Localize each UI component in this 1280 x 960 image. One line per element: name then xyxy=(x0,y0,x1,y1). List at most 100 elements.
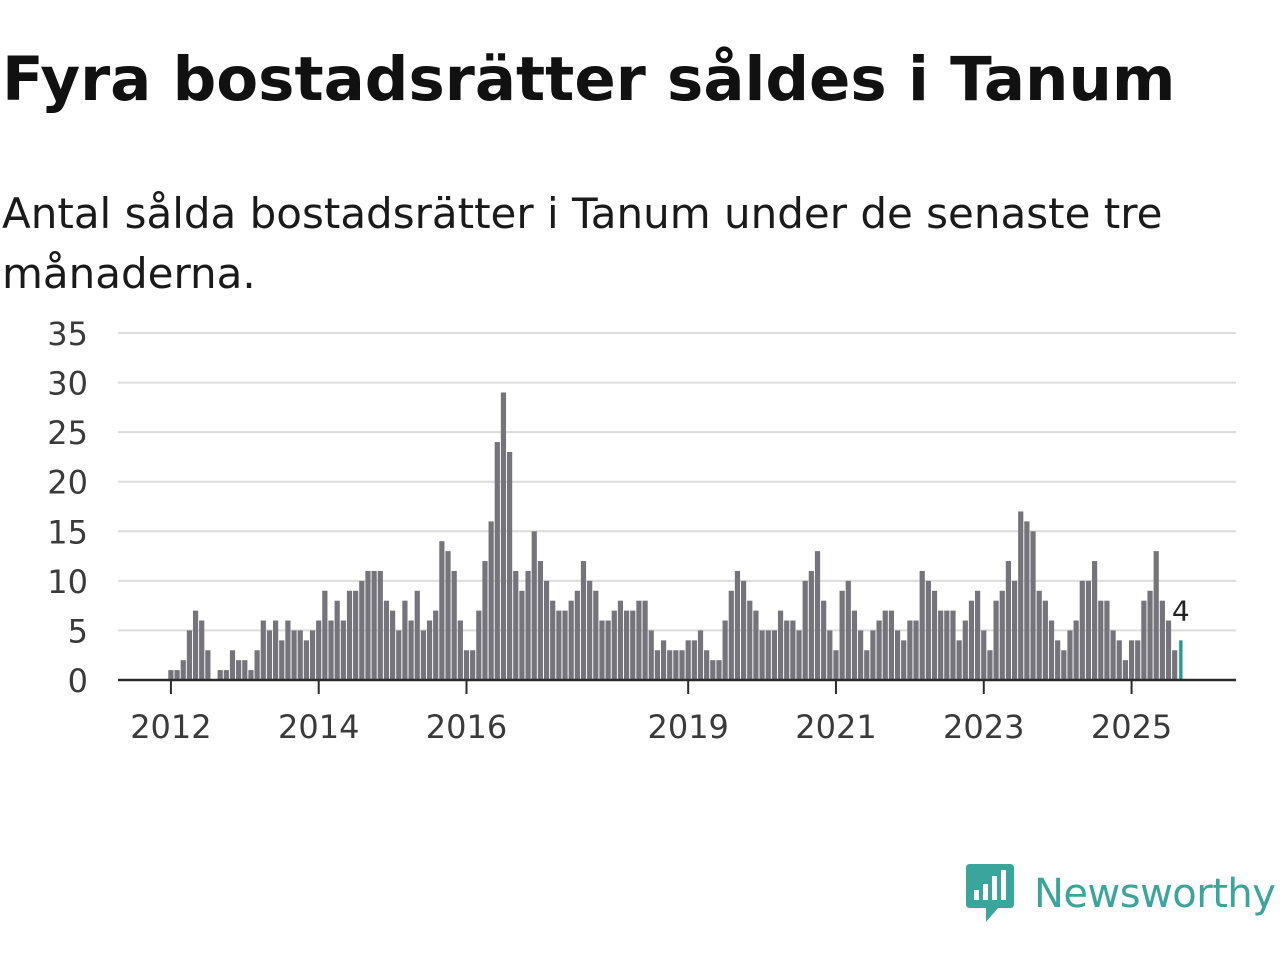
bar xyxy=(580,561,587,680)
bar xyxy=(457,620,463,680)
bar xyxy=(654,650,660,680)
bar xyxy=(808,570,814,680)
bar xyxy=(753,610,759,680)
chart-title: Fyra bostadsrätter såldes i Tanum xyxy=(2,44,1176,115)
bar xyxy=(273,620,279,680)
bar xyxy=(999,590,1005,680)
bar xyxy=(377,570,383,680)
x-tick-label: 2023 xyxy=(943,708,1024,746)
bar xyxy=(956,640,962,680)
bar xyxy=(593,590,599,680)
x-axis xyxy=(118,678,1236,694)
highlight-bar xyxy=(1179,640,1183,680)
bar xyxy=(390,610,396,680)
bar xyxy=(925,580,931,680)
bar xyxy=(827,630,833,680)
bar xyxy=(771,630,777,680)
bar xyxy=(353,590,359,680)
bar xyxy=(704,650,710,680)
bar xyxy=(500,392,507,680)
x-tick-label: 2012 xyxy=(130,708,211,746)
bar xyxy=(938,610,944,680)
bar xyxy=(1147,590,1153,680)
bars xyxy=(168,392,1183,680)
bar xyxy=(716,660,722,680)
bar xyxy=(673,650,679,680)
y-tick-label: 0 xyxy=(68,662,88,700)
bar xyxy=(297,630,303,680)
bar xyxy=(1042,600,1048,680)
bar xyxy=(802,580,808,680)
bar xyxy=(919,570,925,680)
x-tick-label: 2019 xyxy=(647,708,728,746)
bar xyxy=(907,620,913,680)
bar xyxy=(993,600,999,680)
y-tick-label: 20 xyxy=(47,464,88,502)
bar xyxy=(821,600,827,680)
bar xyxy=(402,600,408,680)
y-tick-label: 5 xyxy=(68,612,88,650)
bar xyxy=(1098,600,1104,680)
newsworthy-logo[interactable]: Newsworthy xyxy=(964,864,1276,924)
bar xyxy=(1036,590,1042,680)
bar xyxy=(913,620,919,680)
x-axis-labels: 2012 2014 2016 2019 2021 2023 2025 xyxy=(130,708,1172,746)
bar xyxy=(1135,640,1141,680)
bar xyxy=(950,610,956,680)
bar xyxy=(1116,640,1122,680)
bar xyxy=(340,620,346,680)
bar xyxy=(266,630,273,680)
bar xyxy=(1165,620,1172,680)
bar xyxy=(260,620,266,680)
bar xyxy=(543,580,550,680)
y-tick-label: 35 xyxy=(47,315,88,353)
x-tick-label: 2021 xyxy=(795,708,876,746)
y-axis-labels: 0 5 10 15 20 25 30 35 xyxy=(47,315,88,700)
bar xyxy=(396,630,402,680)
bar xyxy=(765,630,771,680)
bar xyxy=(285,620,291,680)
bar xyxy=(944,610,950,680)
bar xyxy=(845,580,851,680)
bar xyxy=(667,650,673,680)
bar xyxy=(741,580,747,680)
bar xyxy=(525,570,531,680)
bar xyxy=(611,610,617,680)
bar xyxy=(851,610,858,680)
bar xyxy=(463,650,470,680)
bar xyxy=(180,660,186,680)
bar xyxy=(968,600,975,680)
bar xyxy=(433,610,439,680)
bar xyxy=(876,620,882,680)
bar xyxy=(217,670,223,680)
bar xyxy=(248,670,254,680)
bar xyxy=(833,650,839,680)
bar xyxy=(451,570,457,680)
bar xyxy=(660,640,667,680)
bar xyxy=(1172,650,1178,680)
bar xyxy=(1055,640,1061,680)
bar xyxy=(470,650,476,680)
bar xyxy=(1024,521,1030,680)
bar xyxy=(279,640,285,680)
bar xyxy=(488,521,494,680)
bar xyxy=(858,630,864,680)
bar xyxy=(365,570,371,680)
bar xyxy=(223,670,229,680)
bar xyxy=(1128,640,1135,680)
bar xyxy=(599,620,605,680)
bar xyxy=(1153,551,1159,680)
bar xyxy=(414,590,420,680)
bar xyxy=(174,670,180,680)
chart-subtitle: Antal sålda bostadsrätter i Tanum under … xyxy=(2,189,1163,298)
bar xyxy=(537,561,543,680)
bar xyxy=(439,541,445,680)
bar xyxy=(1030,531,1036,680)
bar xyxy=(383,600,390,680)
bar xyxy=(316,620,322,680)
bar xyxy=(1005,561,1012,680)
bar xyxy=(303,640,309,680)
bar xyxy=(291,630,297,680)
bar xyxy=(426,620,433,680)
